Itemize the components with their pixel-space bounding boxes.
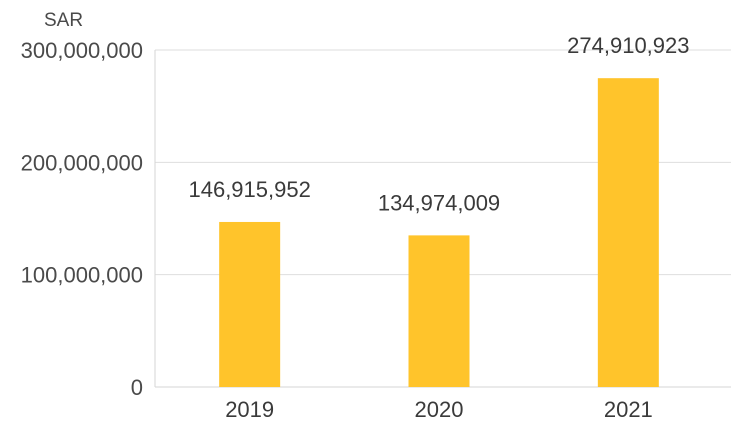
y-tick-label: 100,000,000 bbox=[21, 263, 143, 288]
y-tick-label: 200,000,000 bbox=[21, 150, 143, 175]
data-label-2020: 134,974,009 bbox=[378, 190, 500, 215]
labels: 0 100,000,000 200,000,000 300,000,000 146,91… bbox=[21, 33, 690, 422]
bar-2021 bbox=[597, 78, 659, 387]
x-tick-label-2019: 2019 bbox=[225, 397, 274, 422]
bar-2020 bbox=[408, 235, 470, 387]
data-label-2021: 274,910,923 bbox=[567, 33, 689, 58]
bar-2019 bbox=[219, 221, 281, 387]
x-tick-label-2020: 2020 bbox=[415, 397, 464, 422]
x-tick-label-2021: 2021 bbox=[604, 397, 653, 422]
y-tick-label: 300,000,000 bbox=[21, 38, 143, 63]
y-axis-unit-label: SAR bbox=[44, 10, 83, 31]
data-label-2019: 146,915,952 bbox=[188, 177, 310, 202]
bars bbox=[219, 78, 659, 387]
y-tick-label: 0 bbox=[131, 375, 143, 400]
